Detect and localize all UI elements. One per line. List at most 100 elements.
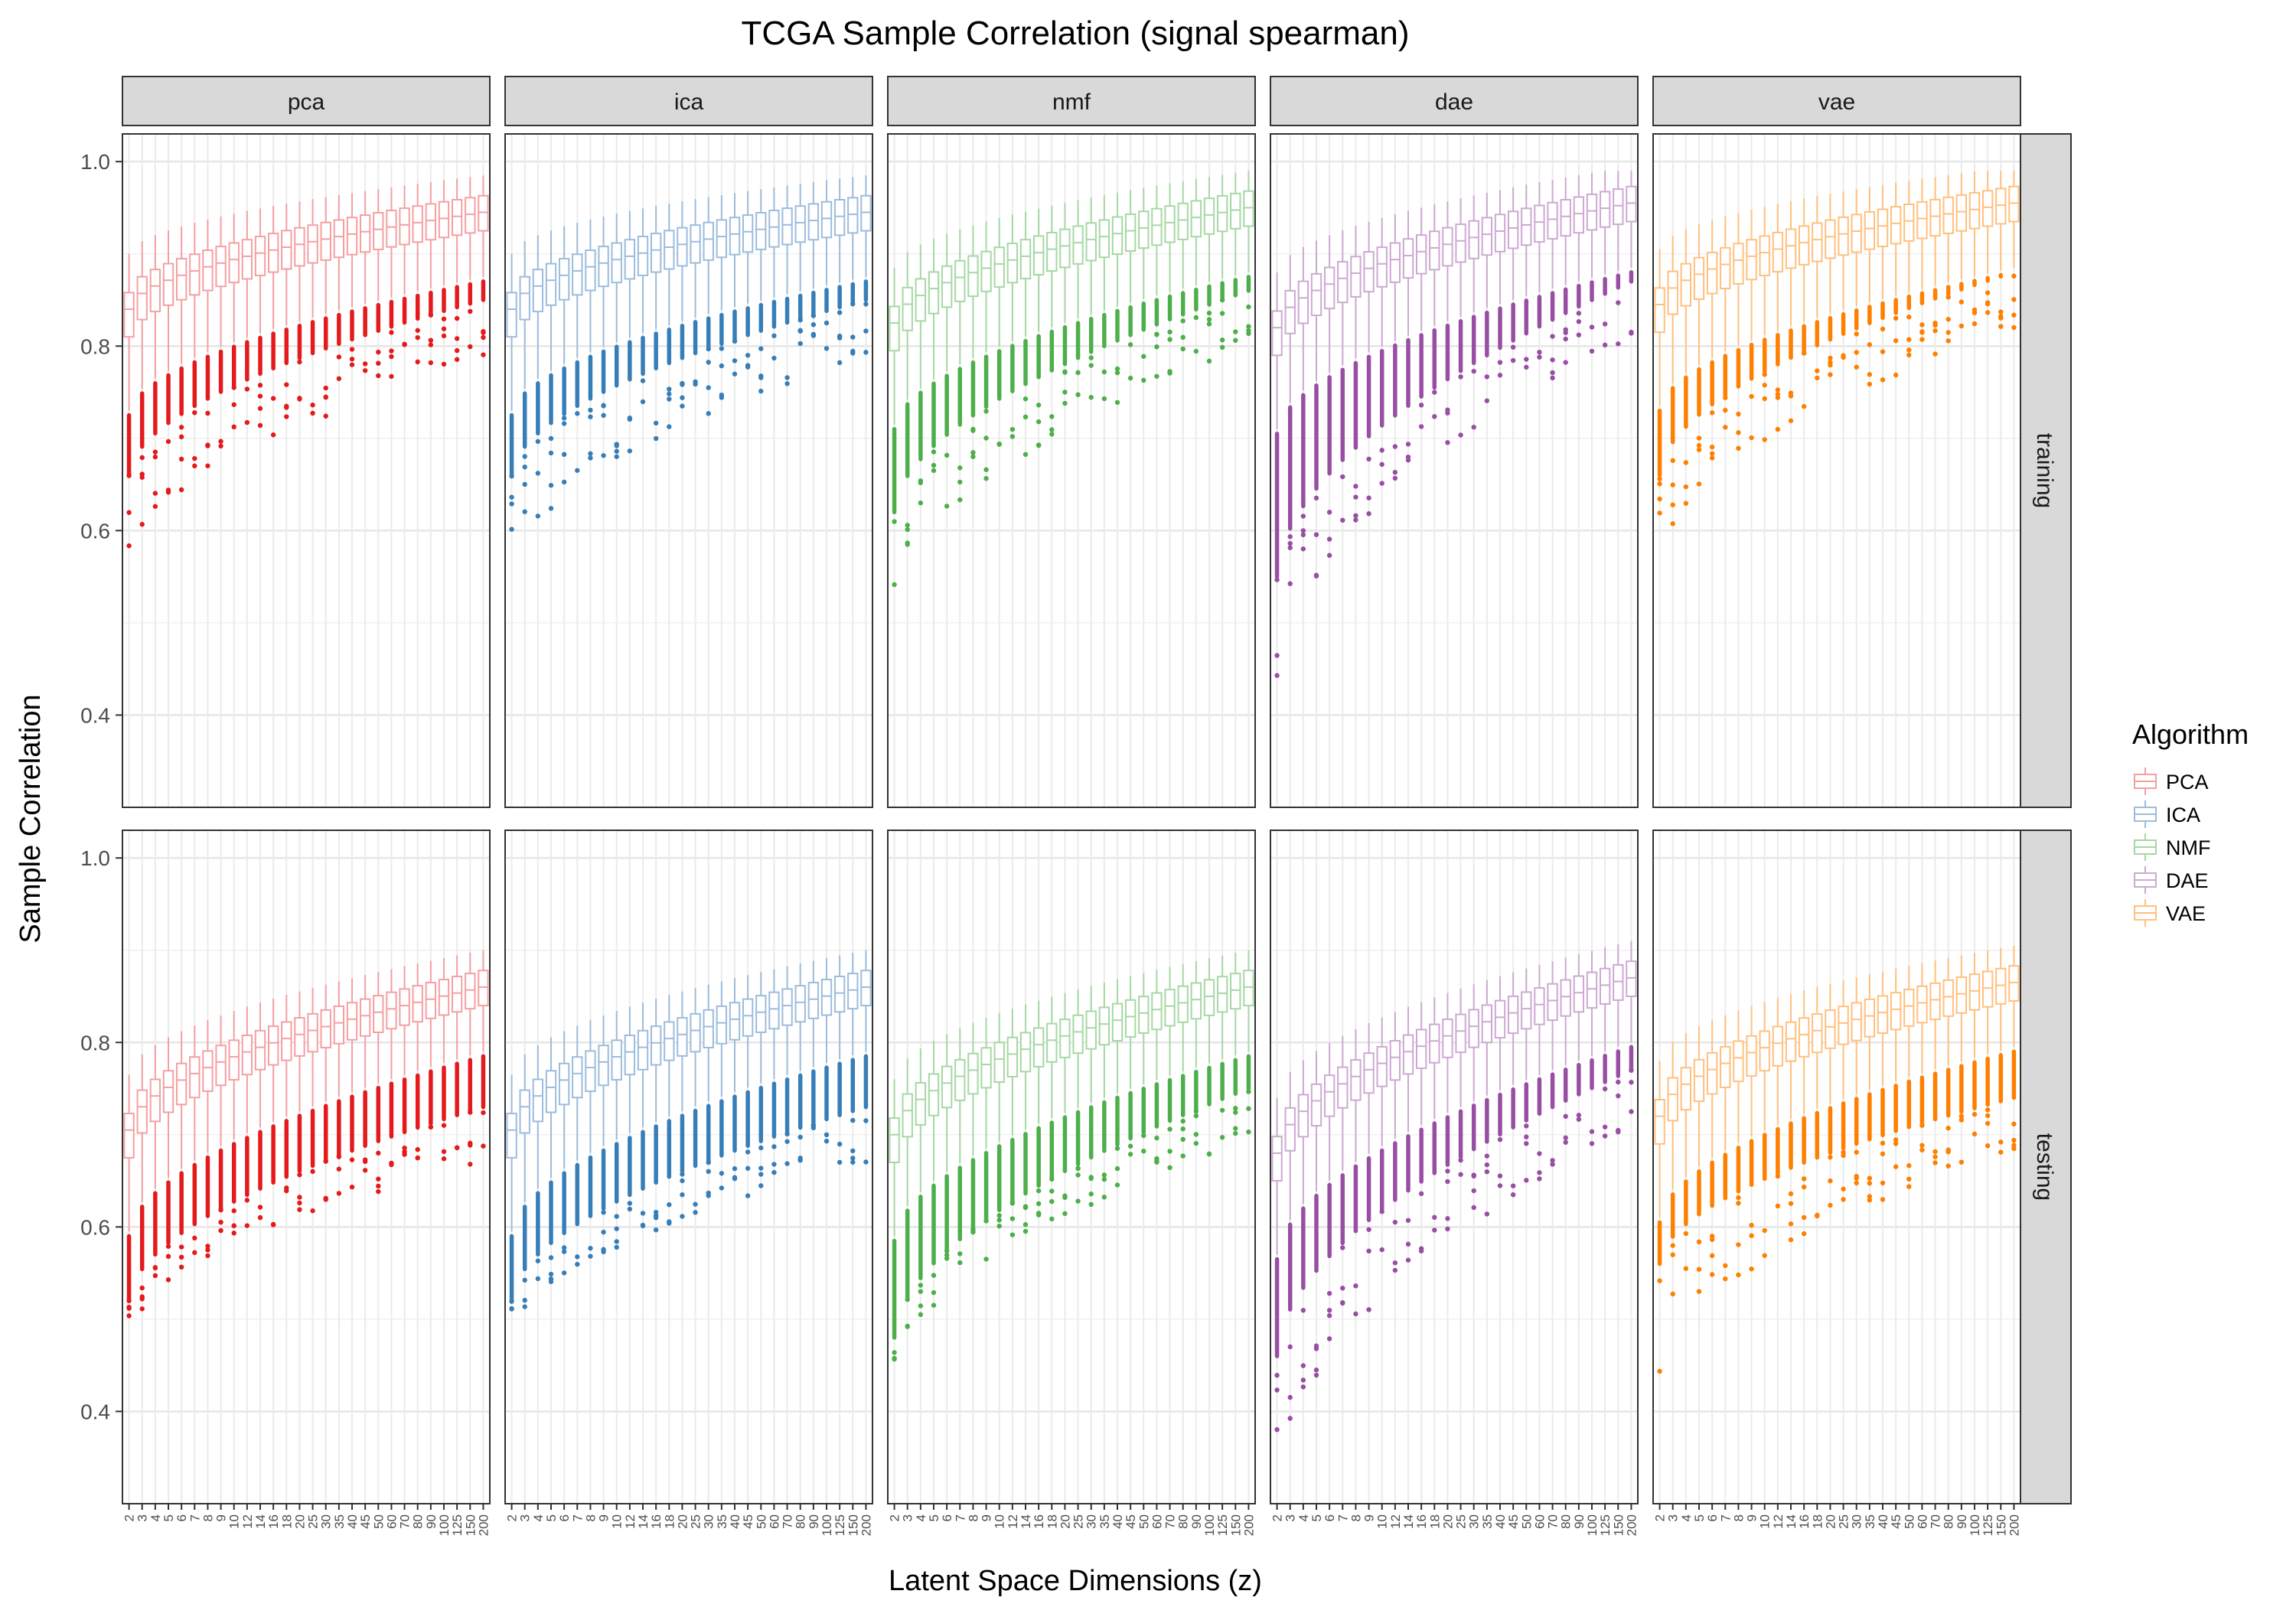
- outlier-point: [1670, 502, 1675, 507]
- box-body: [1968, 973, 1981, 1011]
- x-tick-label: 8: [1731, 1514, 1746, 1521]
- box-body: [294, 1017, 305, 1057]
- outlier-point: [192, 455, 197, 461]
- outlier-point: [1749, 1222, 1754, 1228]
- outlier-point: [944, 1248, 950, 1253]
- outlier-point: [1801, 403, 1807, 409]
- box-body: [307, 224, 318, 264]
- outlier-point: [837, 335, 843, 341]
- outlier-point: [1022, 1222, 1029, 1227]
- outlier-point: [1287, 534, 1293, 539]
- outlier-point: [1867, 1197, 1873, 1203]
- outlier-point: [588, 1246, 593, 1251]
- box-body: [175, 1062, 188, 1106]
- outlier-point: [1616, 1079, 1621, 1085]
- box-body: [1560, 979, 1571, 1017]
- outlier-point: [1432, 1214, 1437, 1221]
- outlier-point: [680, 1192, 685, 1198]
- outlier-point: [349, 362, 355, 367]
- x-tick-label: 125: [833, 1514, 847, 1536]
- x-tick-label: 2: [122, 1514, 137, 1521]
- outlier-point: [1893, 315, 1899, 321]
- outlier-point: [1736, 1195, 1741, 1201]
- outlier-point: [126, 1313, 132, 1319]
- outlier-point: [1022, 1204, 1029, 1211]
- outlier-point: [1326, 536, 1332, 542]
- box-body: [703, 1009, 714, 1048]
- outlier-point: [389, 348, 394, 354]
- box-body: [624, 1034, 636, 1076]
- outlier-point: [588, 451, 593, 456]
- outlier-point: [918, 478, 924, 484]
- x-tick-label: 70: [781, 1514, 795, 1529]
- box-body: [1124, 213, 1137, 253]
- box-body: [438, 978, 450, 1016]
- outlier-point: [1379, 1247, 1384, 1253]
- outlier-point: [970, 426, 976, 432]
- outlier-point: [428, 312, 434, 318]
- outlier-point: [284, 414, 289, 419]
- box-body: [585, 249, 596, 292]
- x-tick-label: 50: [754, 1514, 768, 1529]
- outlier-point: [588, 455, 593, 461]
- outlier-point: [918, 1312, 924, 1318]
- x-tick-label: 18: [1045, 1514, 1059, 1529]
- outlier-point: [218, 438, 223, 444]
- box-body: [993, 1041, 1005, 1084]
- box-body: [928, 1073, 940, 1116]
- outlier-point: [653, 1227, 659, 1233]
- outlier-point: [1180, 346, 1186, 352]
- box-body: [794, 205, 806, 243]
- x-tick-label: 8: [201, 1514, 215, 1521]
- x-tick-label: 10: [1375, 1514, 1390, 1529]
- x-tick-label: 14: [636, 1514, 651, 1529]
- outlier-point: [667, 391, 672, 397]
- panel-pca-testing: 0.40.60.81.02345678910121416182025303540…: [80, 830, 491, 1536]
- outlier-point: [797, 1134, 803, 1140]
- outlier-point: [1445, 1226, 1450, 1232]
- outlier-point: [1867, 1194, 1873, 1199]
- outlier-point: [667, 396, 672, 402]
- outlier-point: [1815, 1213, 1820, 1219]
- outlier-point: [823, 1138, 830, 1144]
- outlier-point: [1326, 553, 1332, 558]
- strip-ica: [504, 76, 873, 126]
- box-body: [1706, 1051, 1718, 1095]
- outlier-point: [1219, 297, 1225, 303]
- outlier-point: [1075, 392, 1081, 397]
- outlier-point: [601, 1210, 606, 1215]
- outlier-point: [454, 347, 460, 354]
- outlier-point: [297, 1172, 302, 1178]
- outlier-point: [1366, 511, 1371, 517]
- x-tick-label: 4: [531, 1514, 546, 1521]
- outlier-point: [1233, 1110, 1238, 1115]
- outlier-point: [1114, 1165, 1120, 1172]
- outlier-point: [1180, 1118, 1186, 1124]
- outlier-point: [1854, 1149, 1859, 1155]
- outlier-point: [1670, 458, 1675, 464]
- outlier-point: [905, 523, 910, 528]
- outlier-point: [1683, 500, 1689, 506]
- x-tick-label: 18: [1427, 1514, 1442, 1529]
- box-body: [1759, 1030, 1770, 1072]
- box-body: [980, 250, 992, 292]
- outlier-point: [152, 504, 158, 509]
- outlier-point: [1300, 513, 1306, 519]
- outlier-point: [165, 490, 171, 495]
- outlier-point: [1958, 299, 1965, 305]
- outlier-point: [1563, 1139, 1568, 1145]
- box-body: [1534, 987, 1545, 1025]
- outlier-point: [1919, 330, 1925, 335]
- outlier-point: [139, 522, 145, 527]
- x-tick-label: 6: [174, 1514, 189, 1521]
- outlier-point: [575, 468, 580, 473]
- outlier-point: [1576, 332, 1582, 337]
- legend-item-dae: DAE: [2134, 866, 2209, 894]
- panel-dae-testing: 2345678910121416182025303540455060708090…: [1270, 830, 1639, 1536]
- outlier-point: [588, 414, 593, 419]
- x-tick-label: 200: [2007, 1514, 2021, 1536]
- outlier-point: [719, 1185, 725, 1191]
- box-body: [1442, 227, 1453, 267]
- outlier-point: [165, 1244, 171, 1249]
- outlier-point: [1616, 300, 1621, 305]
